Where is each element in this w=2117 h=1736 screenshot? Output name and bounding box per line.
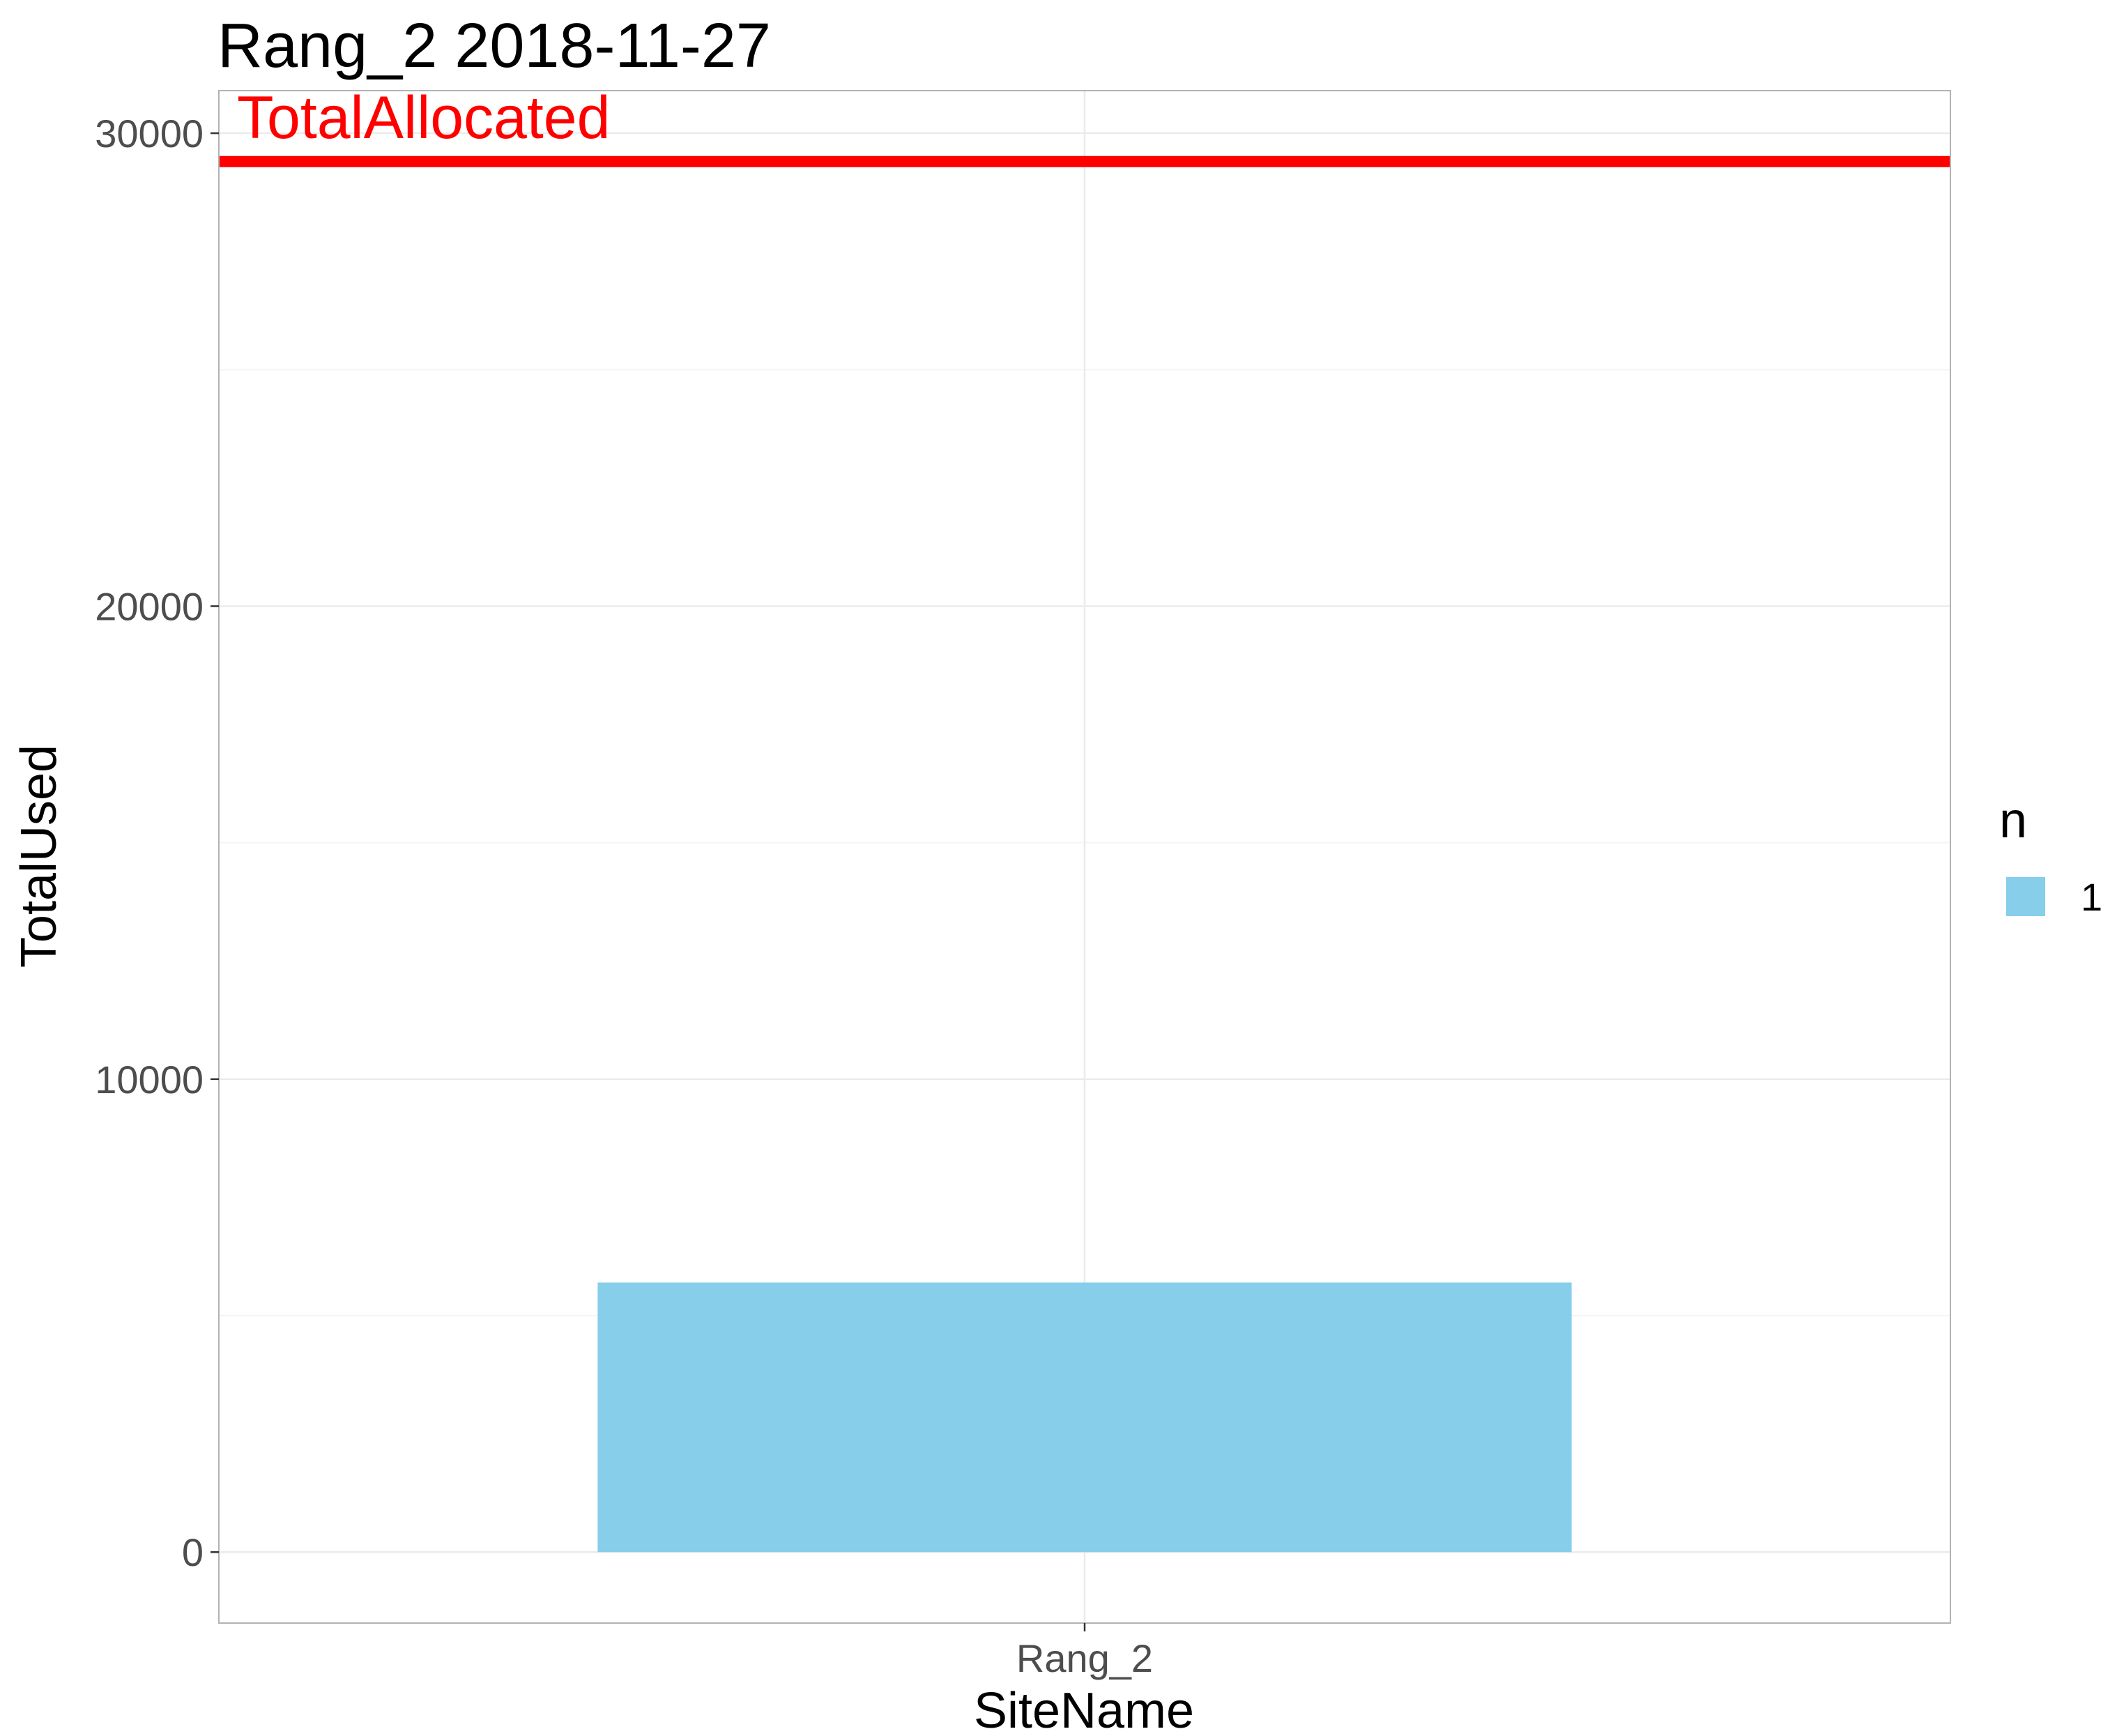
legend-entries: 1 <box>2006 875 2102 919</box>
plot-panel: TotalAllocated <box>218 84 1951 1624</box>
legend-swatch <box>2006 877 2045 916</box>
y-tick-label: 0 <box>182 1530 204 1574</box>
y-tick-label: 20000 <box>95 584 204 628</box>
x-axis-title: SiteName <box>974 1683 1194 1736</box>
y-axis-ticks: 0 10000 20000 30000 <box>95 112 219 1574</box>
y-axis-title: TotalUsed <box>11 745 67 968</box>
reference-line-group: TotalAllocated <box>219 84 1950 167</box>
legend: n 1 <box>1999 793 2102 919</box>
legend-title: n <box>1999 793 2027 848</box>
y-tick-label: 10000 <box>95 1058 204 1102</box>
legend-label: 1 <box>2081 875 2102 919</box>
chart-title: Rang_2 2018-11-27 <box>217 11 771 81</box>
bar <box>597 1282 1572 1553</box>
y-tick-label: 30000 <box>95 112 204 155</box>
x-axis-ticks: Rang_2 <box>1016 1623 1153 1680</box>
reference-line-label: TotalAllocated <box>237 84 610 151</box>
x-tick-label: Rang_2 <box>1016 1636 1153 1680</box>
bars <box>597 1282 1572 1553</box>
major-gridlines <box>219 91 1950 1623</box>
